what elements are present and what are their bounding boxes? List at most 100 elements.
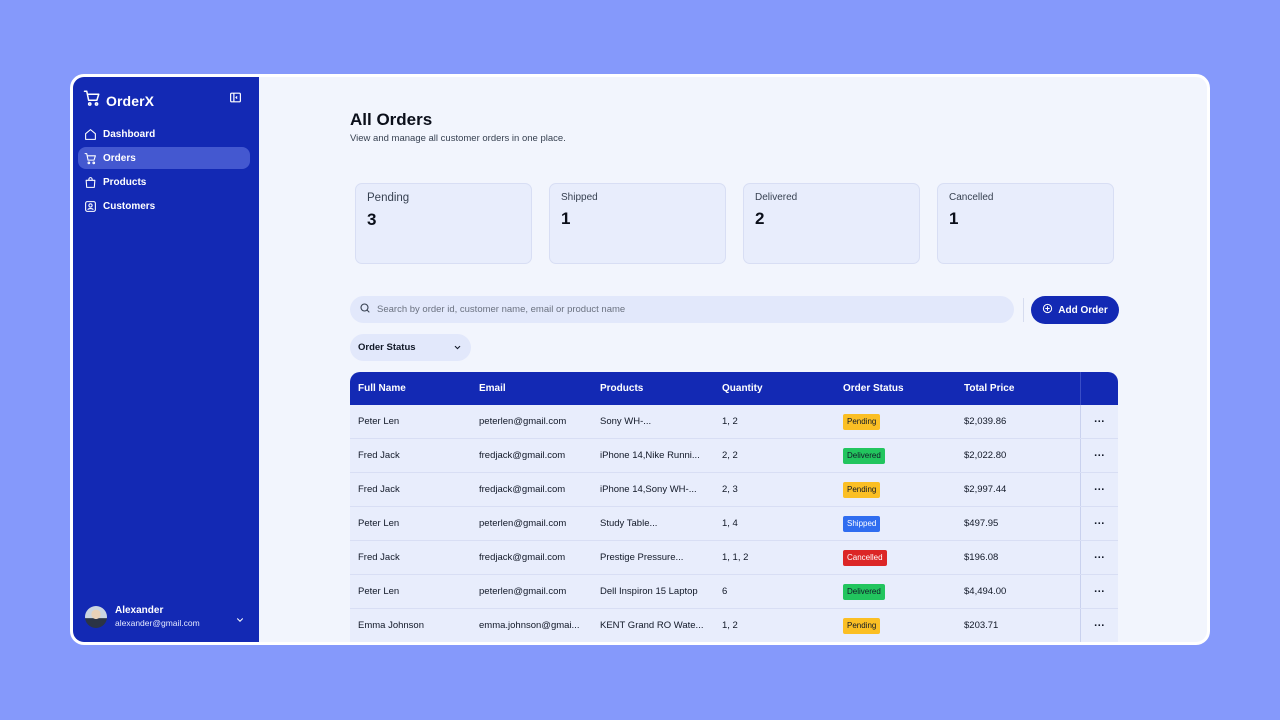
- sidebar: OrderX Dashboard Orders: [73, 77, 259, 642]
- cell-quantity: 6: [722, 586, 728, 597]
- column-header[interactable]: Order Status: [843, 383, 904, 394]
- cell-products: Study Table...: [600, 518, 658, 529]
- status-badge: Shipped: [843, 515, 881, 532]
- cell-products: KENT Grand RO Wate...: [600, 620, 704, 631]
- page-subtitle: View and manage all customer orders in o…: [350, 133, 566, 144]
- more-options-icon[interactable]: ...: [1094, 412, 1105, 425]
- cell-full-name: Emma Johnson: [358, 620, 425, 631]
- stat-label: Shipped: [561, 192, 598, 203]
- order-status-filter[interactable]: Order Status: [350, 334, 471, 361]
- cell-full-name: Fred Jack: [358, 450, 400, 461]
- cell-products: iPhone 14,Sony WH-...: [600, 484, 697, 495]
- stat-label: Cancelled: [949, 192, 994, 203]
- cart-icon: [84, 152, 97, 165]
- actions-column-header: [1080, 372, 1118, 405]
- cell-order-status: Delivered: [835, 575, 956, 608]
- add-order-button[interactable]: Add Order: [1031, 296, 1119, 324]
- cell-total-price: $2,039.86: [964, 416, 1007, 427]
- stat-value: 1: [949, 209, 959, 228]
- status-badge: Delivered: [843, 447, 885, 464]
- cell-full-name: Peter Len: [358, 416, 400, 427]
- sidebar-item-dashboard[interactable]: Dashboard: [78, 123, 250, 145]
- more-options-icon[interactable]: ...: [1094, 548, 1105, 561]
- user-profile[interactable]: Alexander alexander@gmail.com: [85, 605, 245, 629]
- stat-label: Delivered: [755, 192, 798, 203]
- chevron-down-icon[interactable]: [235, 612, 245, 622]
- row-actions: ...: [1080, 439, 1118, 472]
- cart-logo-icon: [83, 89, 101, 112]
- cell-order-status: Shipped: [835, 507, 956, 540]
- column-header[interactable]: Total Price: [964, 383, 1015, 394]
- column-header[interactable]: Full Name: [358, 383, 406, 394]
- cell-total-price: $196.08: [964, 552, 999, 563]
- table-row[interactable]: Peter Len peterlen@gmail.com Dell Inspiron…: [350, 575, 1118, 609]
- bag-icon: [84, 176, 97, 189]
- cell-products: iPhone 14,Nike Runni...: [600, 450, 700, 461]
- column-header[interactable]: Products: [600, 383, 644, 394]
- divider: [1023, 298, 1024, 322]
- add-order-label: Add Order: [1058, 304, 1108, 316]
- cell-quantity: 1, 1, 2: [722, 552, 749, 563]
- table-row[interactable]: Fred Jack fredjack@gmail.com iPhone 14,Son…: [350, 473, 1118, 507]
- sidebar-item-label: Dashboard: [103, 128, 156, 140]
- cell-quantity: 1, 2: [722, 416, 738, 427]
- more-options-icon[interactable]: ...: [1094, 514, 1105, 527]
- user-icon: [84, 200, 97, 213]
- cell-order-status: Delivered: [835, 439, 956, 472]
- table-row[interactable]: Peter Len peterlen@gmail.com Sony WH-... 1,…: [350, 405, 1118, 439]
- brand[interactable]: OrderX: [83, 89, 154, 112]
- table-row[interactable]: Emma Johnson emma.johnson@gmai... KENT Gra…: [350, 609, 1118, 642]
- more-options-icon[interactable]: ...: [1094, 446, 1105, 459]
- cell-total-price: $2,997.44: [964, 484, 1007, 495]
- cell-full-name: Peter Len: [358, 518, 400, 529]
- table-row[interactable]: Peter Len peterlen@gmail.com Study Table..…: [350, 507, 1118, 541]
- column-header[interactable]: Quantity: [722, 383, 763, 394]
- user-info: Alexander alexander@gmail.com: [115, 605, 227, 629]
- cell-order-status: Pending: [835, 405, 956, 438]
- app-name: OrderX: [106, 92, 155, 109]
- status-badge: Pending: [843, 617, 881, 634]
- cell-total-price: $203.71: [964, 620, 999, 631]
- avatar: [85, 606, 107, 628]
- cell-email: peterlen@gmail.com: [479, 518, 567, 529]
- row-actions: ...: [1080, 473, 1118, 506]
- row-actions: ...: [1080, 575, 1118, 608]
- cell-order-status: Cancelled: [835, 541, 956, 574]
- home-icon: [84, 128, 97, 141]
- stat-card-delivered: Delivered 2: [743, 183, 920, 264]
- cell-quantity: 1, 4: [722, 518, 738, 529]
- table-row[interactable]: Fred Jack fredjack@gmail.com Prestige Pres…: [350, 541, 1118, 575]
- status-badge: Pending: [843, 413, 881, 430]
- cell-email: fredjack@gmail.com: [479, 450, 566, 461]
- more-options-icon[interactable]: ...: [1094, 616, 1105, 629]
- search-input[interactable]: [377, 304, 1014, 315]
- cell-email: fredjack@gmail.com: [479, 484, 566, 495]
- cell-quantity: 1, 2: [722, 620, 738, 631]
- search-bar[interactable]: [350, 296, 1014, 323]
- more-options-icon[interactable]: ...: [1094, 582, 1105, 595]
- sidebar-item-orders[interactable]: Orders: [78, 147, 250, 169]
- collapse-sidebar-icon[interactable]: [229, 91, 243, 105]
- app-window: OrderX Dashboard Orders: [70, 74, 1210, 645]
- sidebar-item-products[interactable]: Products: [78, 171, 250, 193]
- cell-products: Prestige Pressure...: [600, 552, 684, 563]
- filter-label: Order Status: [358, 342, 416, 353]
- user-email: alexander@gmail.com: [115, 618, 200, 628]
- status-badge: Pending: [843, 481, 881, 498]
- stats-cards: Pending 3 Shipped 1 Delivered 2 Cancelle…: [355, 183, 1114, 264]
- more-options-icon[interactable]: ...: [1094, 480, 1105, 493]
- cell-order-status: Pending: [835, 473, 956, 506]
- user-name: Alexander: [115, 605, 164, 616]
- table-body: Peter Len peterlen@gmail.com Sony WH-... 1,…: [350, 405, 1118, 642]
- orders-table: Full Name Email Products Quantity Order …: [350, 372, 1118, 642]
- sidebar-item-label: Customers: [103, 200, 156, 212]
- column-header[interactable]: Email: [479, 383, 506, 394]
- cell-full-name: Fred Jack: [358, 552, 400, 563]
- stat-value: 2: [755, 209, 765, 228]
- cell-total-price: $2,022.80: [964, 450, 1007, 461]
- cell-products: Sony WH-...: [600, 416, 652, 427]
- sidebar-nav: Dashboard Orders Products Customers: [78, 123, 250, 219]
- table-row[interactable]: Fred Jack fredjack@gmail.com iPhone 14,Nik…: [350, 439, 1118, 473]
- sidebar-item-customers[interactable]: Customers: [78, 195, 250, 217]
- stat-card-shipped: Shipped 1: [549, 183, 726, 264]
